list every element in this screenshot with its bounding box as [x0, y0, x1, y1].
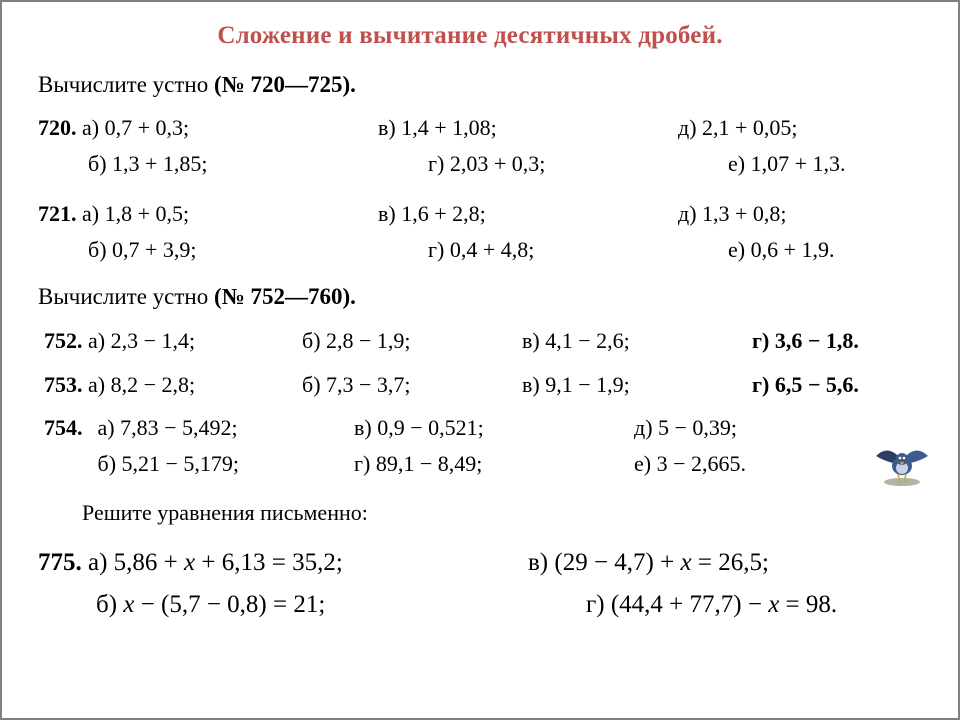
problem-721-row1: 721. а) 1,8 + 0,5; в) 1,6 + 2,8; д) 1,3 …	[38, 198, 938, 230]
problem-775-b-post: − (5,7 − 0,8) = 21;	[134, 591, 325, 618]
problem-721-v: в) 1,6 + 2,8;	[378, 201, 486, 226]
problem-754-e: е) 3 − 2,665.	[634, 451, 746, 476]
page-frame: Сложение и вычитание десятичных дробей. …	[0, 0, 960, 720]
problem-753-a: а) 8,2 − 2,8;	[88, 372, 195, 397]
problem-775-a-post: + 6,13 = 35,2;	[195, 549, 343, 576]
problem-775-a-var: x	[184, 549, 195, 576]
problem-753-number: 753.	[44, 372, 83, 397]
problem-721-a: а) 1,8 + 0,5;	[82, 201, 189, 226]
problem-775-g-pre: г) (44,4 + 77,7) −	[586, 591, 768, 618]
problem-754-number: 754.	[44, 412, 92, 444]
problem-754-d: д) 5 − 0,39;	[634, 415, 737, 440]
problem-721-d: д) 1,3 + 0,8;	[678, 201, 787, 226]
problem-775-b-pre: б)	[96, 591, 123, 618]
problem-775-v-pre: в) (29 − 4,7) +	[528, 549, 680, 576]
section1-header-prefix: Вычислите устно	[38, 72, 214, 97]
problem-754-v: в) 0,9 − 0,521;	[354, 415, 484, 440]
problem-775-row2: б) x − (5,7 − 0,8) = 21; г) (44,4 + 77,7…	[38, 586, 938, 625]
problem-752-a: а) 2,3 − 1,4;	[88, 328, 195, 353]
section1-header: Вычислите устно (№ 720—725).	[38, 72, 938, 98]
section2-header: Вычислите устно (№ 752—760).	[38, 284, 938, 310]
problem-720-e: е) 1,07 + 1,3.	[728, 151, 846, 176]
problem-775-row1: 775. а) 5,86 + x + 6,13 = 35,2; в) (29 −…	[38, 544, 938, 583]
problem-753-g: г) 6,5 − 5,6.	[752, 372, 859, 397]
problem-775-a-pre: а) 5,86 +	[88, 549, 184, 576]
problem-752-b: б) 2,8 − 1,9;	[302, 328, 411, 353]
problem-720-v: в) 1,4 + 1,08;	[378, 115, 497, 140]
problem-754-row1: 754. а) 7,83 − 5,492; в) 0,9 − 0,521; д)…	[44, 412, 938, 444]
problem-720-g: г) 2,03 + 0,3;	[428, 151, 545, 176]
problem-752-v: в) 4,1 − 2,6;	[522, 328, 630, 353]
problem-775-b-var: x	[123, 591, 134, 618]
problem-721-g: г) 0,4 + 4,8;	[428, 237, 534, 262]
problem-775-g-var: x	[768, 591, 779, 618]
problem-753-v: в) 9,1 − 1,9;	[522, 372, 630, 397]
problem-720-b: б) 1,3 + 1,85;	[88, 151, 208, 176]
section2-header-prefix: Вычислите устно	[38, 284, 214, 309]
problem-752-number: 752.	[44, 328, 83, 353]
section1-header-range: (№ 720—725).	[214, 72, 356, 97]
problem-754-b: б) 5,21 − 5,179;	[98, 451, 240, 476]
page-title: Сложение и вычитание десятичных дробей.	[90, 22, 850, 50]
problem-775-number: 775.	[38, 549, 82, 576]
solve-header: Решите уравнения письменно:	[82, 500, 938, 526]
problem-720-row1: 720. а) 0,7 + 0,3; в) 1,4 + 1,08; д) 2,1…	[38, 112, 938, 144]
problem-754-row2: б) 5,21 − 5,179; г) 89,1 − 8,49; е) 3 − …	[44, 448, 938, 480]
problem-775-v-var: x	[680, 549, 691, 576]
problem-754-a: а) 7,83 − 5,492;	[98, 415, 238, 440]
problem-721-number: 721.	[38, 201, 77, 226]
bird-icon	[870, 442, 934, 488]
problem-721-e: е) 0,6 + 1,9.	[728, 237, 835, 262]
problem-752-row: 752. а) 2,3 − 1,4; б) 2,8 − 1,9; в) 4,1 …	[44, 324, 938, 358]
problem-720-row2: б) 1,3 + 1,85; г) 2,03 + 0,3; е) 1,07 + …	[38, 148, 938, 180]
section2-header-range: (№ 752—760).	[214, 284, 356, 309]
problem-720-d: д) 2,1 + 0,05;	[678, 115, 798, 140]
problem-754-g: г) 89,1 − 8,49;	[354, 451, 482, 476]
problem-775-g-post: = 98.	[779, 591, 837, 618]
problem-721-b: б) 0,7 + 3,9;	[88, 237, 197, 262]
problem-752-g: г) 3,6 − 1,8.	[752, 328, 859, 353]
problem-753-row: 753. а) 8,2 − 2,8; б) 7,3 − 3,7; в) 9,1 …	[44, 368, 938, 402]
problem-720-number: 720.	[38, 115, 77, 140]
problem-775-v-post: = 26,5;	[692, 549, 769, 576]
problem-721-row2: б) 0,7 + 3,9; г) 0,4 + 4,8; е) 0,6 + 1,9…	[38, 234, 938, 266]
problem-753-b: б) 7,3 − 3,7;	[302, 372, 411, 397]
problem-720-a: а) 0,7 + 0,3;	[82, 115, 189, 140]
